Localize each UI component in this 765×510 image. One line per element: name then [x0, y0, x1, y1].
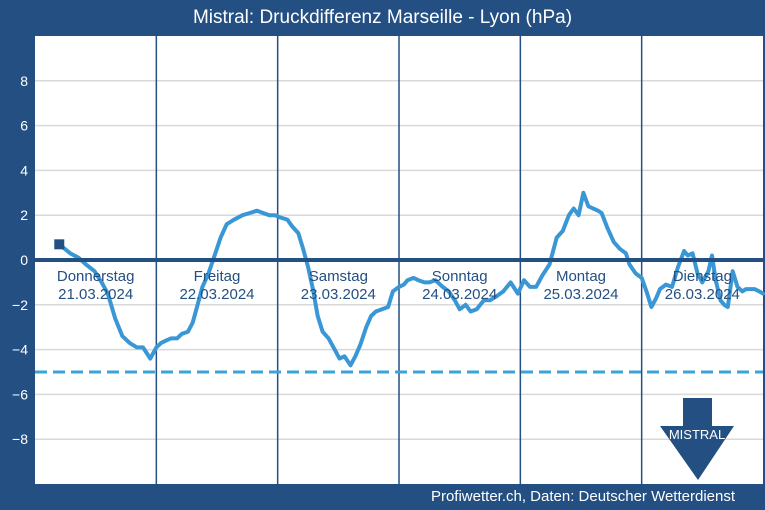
day-date-label: 21.03.2024 [58, 286, 133, 303]
day-weekday-label: Sonntag [432, 268, 488, 285]
mistral-arrow: MISTRAL [660, 398, 734, 480]
day-date-label: 23.03.2024 [301, 286, 376, 303]
y-axis-tick-labels: 8 6 4 2 0 −2 −4 −6 −8 [12, 73, 28, 447]
day-date-label: 24.03.2024 [422, 286, 497, 303]
day-weekday-label: Donnerstag [57, 268, 135, 285]
pressure-difference-line [57, 190, 765, 368]
day-weekday-label: Montag [556, 268, 606, 285]
arrow-down-icon [660, 398, 734, 480]
series-layer [35, 190, 765, 374]
y-tick-label: 0 [20, 252, 28, 268]
day-date-label: 25.03.2024 [543, 286, 618, 303]
start-marker [54, 239, 65, 250]
arrow-label: MISTRAL [669, 427, 725, 442]
y-tick-label: −2 [12, 297, 28, 313]
y-tick-label: −8 [12, 431, 28, 447]
y-tick-label: 2 [20, 207, 28, 223]
y-tick-label: −4 [12, 342, 28, 358]
day-date-label: 26.03.2024 [665, 286, 740, 303]
data-source: Profiwetter.ch, Daten: Deutscher Wetterd… [430, 488, 735, 505]
day-weekday-label: Samstag [309, 268, 368, 285]
y-tick-label: 8 [20, 73, 28, 89]
day-weekday-label: Freitag [194, 268, 241, 285]
y-tick-label: 6 [20, 118, 28, 134]
day-date-label: 22.03.2024 [179, 286, 254, 303]
day-weekday-label: Dienstag [673, 268, 732, 285]
y-tick-label: 4 [20, 162, 28, 178]
chart-title: Mistral: Druckdifferenz Marseille - Lyon… [192, 7, 573, 28]
y-tick-label: −6 [12, 386, 28, 402]
